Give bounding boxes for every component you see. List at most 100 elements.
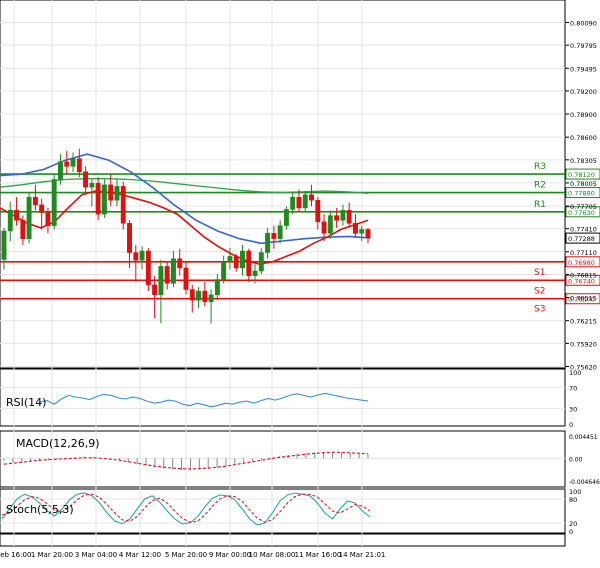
macd-signal-line: [3, 451, 369, 470]
price-tick-label: 0.78900: [570, 111, 597, 119]
candle-body: [120, 186, 126, 224]
candles: [1, 148, 371, 324]
price-tick-label: 0.80090: [570, 19, 597, 27]
stoch-title: Stoch(5,5,3): [6, 503, 74, 516]
candle-body: [309, 194, 314, 201]
level-tag-s3: [565, 293, 600, 305]
pivot-levels: 0.78120 R3 0.77880 R2 0.77630 R1 0.76980 S1 0.76…: [0, 162, 600, 315]
candle-body: [334, 215, 340, 221]
candle-body: [365, 229, 371, 239]
candle-body: [252, 270, 258, 276]
level-name-r1: R1: [534, 200, 546, 210]
candle-body: [233, 256, 239, 269]
level-tag-s1: [565, 256, 600, 268]
price-tick-label: 0.76215: [570, 318, 597, 326]
candle-body: [196, 290, 202, 301]
ma-fast-line: [0, 190, 369, 265]
level-tag-text-s1: 0.76980: [568, 259, 595, 267]
rsi-panel: [0, 368, 566, 427]
candle-body: [108, 184, 114, 201]
candle-body: [177, 258, 183, 269]
candle-body: [26, 196, 32, 239]
time-tick-label: Feb 16:00: [0, 551, 31, 559]
candle-body: [340, 209, 346, 221]
level-tag-r1: [565, 206, 600, 218]
candle-body: [152, 284, 158, 296]
rsi-indicator: 100 70 30 0: [0, 369, 581, 429]
candle-body: [214, 279, 220, 296]
candle-body: [346, 209, 352, 224]
candle-body: [221, 261, 227, 280]
price-tick-label: 0.76815: [570, 271, 597, 279]
stoch-d-line: [1, 493, 371, 523]
price-tick-label: 0.79795: [570, 42, 597, 50]
stoch-panel: [0, 488, 566, 534]
rsi-tick-label: 0: [569, 421, 573, 429]
level-tag-r2: [565, 187, 600, 199]
stoch-tick-label: 0: [569, 528, 573, 536]
level-tag-s2: [565, 274, 600, 286]
candle-body: [158, 266, 164, 296]
candle-body: [51, 179, 57, 226]
time-tick-label: 1 Mar 20:00: [31, 551, 73, 559]
level-tag-text-s2: 0.76740: [568, 277, 595, 285]
candle-body: [139, 250, 145, 261]
candle-body: [183, 267, 189, 290]
macd-tick-label: 0.00: [569, 456, 583, 463]
candle-body: [283, 209, 289, 226]
current-price-label: 0.77288: [568, 235, 595, 243]
macd-panel: [0, 430, 566, 488]
price-tick-label: 0.77410: [570, 226, 597, 234]
candle-body: [208, 294, 214, 303]
level-tag-text-s3: 0.76500: [568, 296, 595, 304]
rsi-title: RSI(14): [6, 396, 46, 409]
candle-body: [164, 266, 170, 284]
candle-body: [76, 158, 82, 173]
rsi-tick-label: 70: [569, 385, 577, 393]
candle-body: [114, 186, 120, 201]
macd-tick-label: -0.004646: [569, 479, 600, 486]
candle-body: [189, 289, 195, 301]
rsi-tick-label: 30: [569, 405, 577, 413]
candle-body: [58, 161, 63, 180]
price-tick-label: 0.78600: [570, 134, 597, 142]
macd-tick-label: 0.004451: [569, 434, 598, 441]
candle-body: [70, 158, 76, 167]
price-tick-label: 0.78305: [570, 157, 597, 165]
price-tick-label: 0.75620: [570, 363, 597, 371]
candle-body: [39, 204, 45, 213]
candle-body: [89, 183, 95, 188]
stoch-k-line: [1, 492, 371, 526]
candle-body: [101, 184, 107, 215]
price-tick-label: 0.77110: [570, 249, 597, 257]
current-price-tag: [565, 232, 600, 244]
stoch-tick-label: 100: [569, 488, 581, 496]
candle-body: [258, 252, 264, 272]
time-tick-label: 4 Mar 12:00: [119, 551, 161, 559]
candle-body: [202, 290, 208, 303]
ma-slow-line: [0, 178, 369, 194]
candle-body: [315, 199, 321, 223]
price-tick-label: 0.79495: [570, 65, 597, 73]
time-tick-label: 14 Mar 21:01: [339, 551, 386, 559]
price-panel: [0, 0, 566, 369]
bottom-strip: [0, 533, 566, 547]
time-tick-label: 10 Mar 08:00: [249, 551, 296, 559]
time-tick-label: 9 Mar 00:00: [209, 551, 251, 559]
level-name-s1: S1: [534, 268, 545, 278]
stoch-tick-label: 20: [569, 520, 577, 528]
candle-body: [277, 225, 283, 239]
level-name-s2: S2: [534, 286, 545, 296]
time-tick-label: 5 Mar 20:00: [165, 551, 207, 559]
time-axis: Feb 16:00 1 Mar 20:00 3 Mar 04:00 4 Mar 12:…: [0, 551, 385, 559]
candle-body: [246, 250, 252, 276]
candle-body: [240, 250, 245, 269]
level-tag-text-r2: 0.77880: [568, 190, 595, 198]
level-name-s3: S3: [534, 305, 545, 315]
candle-body: [64, 161, 70, 167]
price-tick-label: 0.77705: [570, 203, 597, 211]
price-axis: 0.80090 0.79795 0.79495 0.79200 0.78900 0.786…: [565, 19, 600, 371]
candle-body: [321, 221, 327, 234]
rsi-line: [39, 392, 369, 408]
